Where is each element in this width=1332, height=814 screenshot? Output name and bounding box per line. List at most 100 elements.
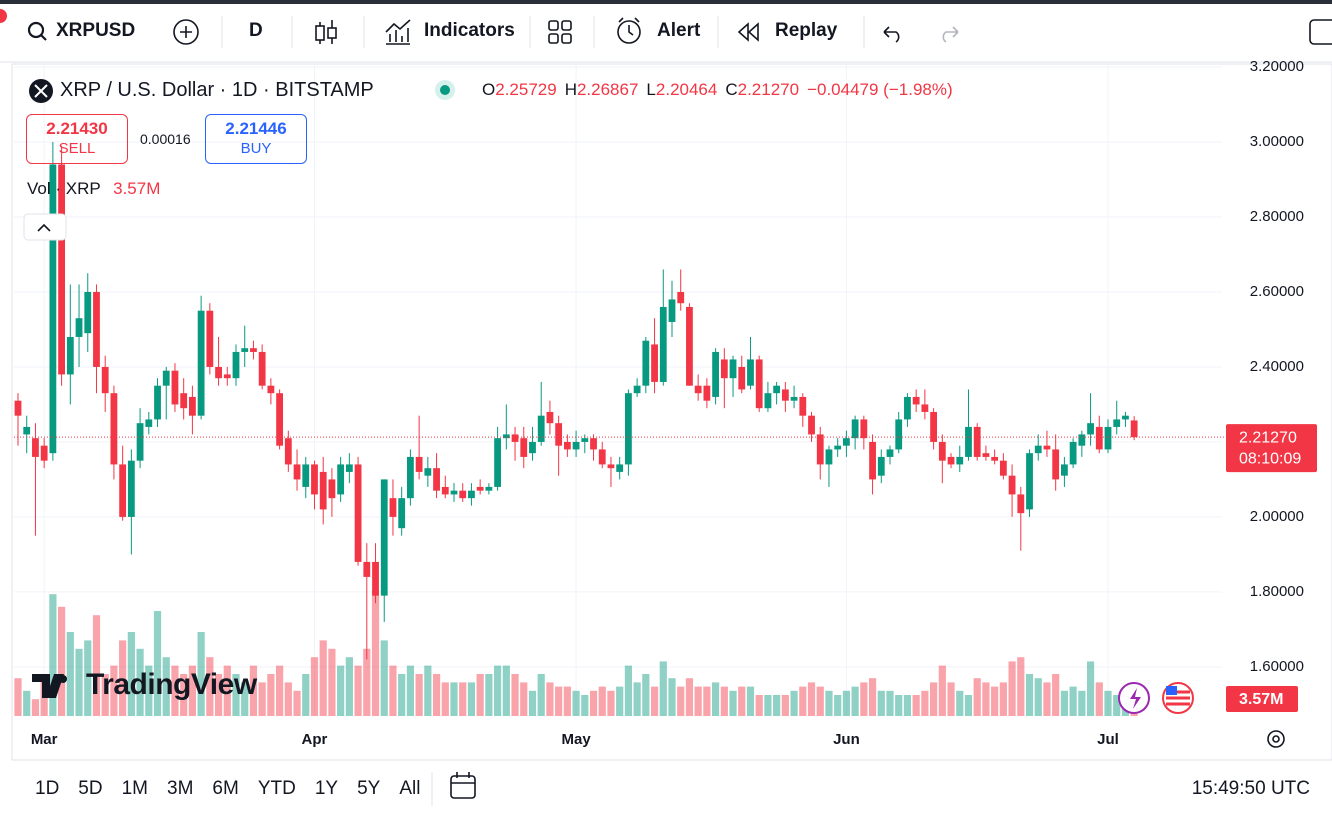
volume-bar [868, 678, 877, 716]
y-tick-label: 2.80000 [1250, 208, 1304, 225]
volume-bar [729, 690, 737, 716]
candle-body [651, 344, 658, 382]
volume-bar [581, 695, 589, 716]
buy-button[interactable]: 2.21446 BUY [205, 114, 307, 164]
search-icon [40, 34, 47, 41]
candle-body [284, 438, 292, 465]
fullscreen-icon[interactable] [1309, 19, 1332, 45]
replay-button[interactable]: Replay [775, 20, 838, 41]
range-button[interactable]: 6M [212, 778, 239, 799]
candle-body [476, 486, 484, 491]
candle-body [66, 336, 74, 375]
y-tick-label: 1.60000 [1250, 658, 1304, 675]
volume-bar [1017, 657, 1025, 716]
range-button[interactable]: 1M [121, 778, 148, 799]
sell-button[interactable]: 2.21430 SELL [26, 114, 128, 164]
volume-bar [738, 686, 746, 716]
add-symbol-icon[interactable] [173, 19, 199, 45]
redo-icon[interactable] [942, 26, 959, 43]
candle-body [991, 456, 999, 461]
candle-body [921, 404, 929, 412]
clock: 15:49:50 UTC [1191, 778, 1310, 799]
volume-bar [188, 665, 196, 716]
indicators-button[interactable]: Indicators [424, 20, 515, 41]
candle-body [616, 464, 624, 472]
candle-body [136, 423, 144, 461]
search-icon[interactable] [27, 21, 45, 39]
date-range-icon [451, 772, 475, 784]
candle-body [1122, 415, 1129, 420]
candle-body [982, 453, 990, 457]
candle-body [293, 464, 301, 480]
candle-body [415, 456, 423, 472]
candle-body [625, 393, 632, 465]
candle-body [424, 468, 432, 476]
candle-body [703, 385, 711, 401]
volume-bar [432, 674, 441, 716]
volume-bar [720, 686, 728, 716]
candle-body [101, 366, 109, 394]
volume-bar [75, 648, 83, 716]
x-tick-label: May [561, 731, 591, 748]
candle-body [581, 438, 589, 442]
ohlc-value: 2.20464 [655, 80, 718, 99]
watermark-logo [32, 674, 64, 698]
watermark-logo [59, 675, 67, 683]
settings-icon[interactable] [1267, 730, 1285, 748]
date-range-icon[interactable] [450, 775, 476, 799]
candle-body [494, 438, 501, 487]
candle-body [537, 415, 545, 442]
volume-bar [982, 682, 990, 716]
x-tick-label: Jul [1097, 731, 1119, 748]
volume-bar [223, 665, 231, 716]
range-button[interactable]: 5Y [357, 778, 381, 799]
volume-bar [520, 682, 528, 716]
layouts-icon[interactable] [548, 20, 572, 44]
candle-body [276, 393, 283, 446]
volume-bar [284, 682, 292, 716]
volume-bar [746, 686, 755, 716]
volume-bar [598, 686, 606, 716]
candle-body [319, 471, 327, 510]
alert-icon[interactable] [617, 20, 641, 44]
candle-body [816, 434, 824, 465]
range-button[interactable]: YTD [257, 778, 296, 799]
volume-bar [415, 674, 423, 716]
volume-bar [276, 665, 284, 716]
volume-bar [886, 690, 894, 716]
range-button[interactable]: 3M [167, 778, 194, 799]
symbol-search[interactable]: XRPUSD [56, 20, 136, 41]
volume-bar [145, 665, 153, 716]
range-bar: 1D 5D 1M 3M 6M YTD 1Y 5Y All [35, 778, 439, 800]
candle-body [764, 393, 772, 409]
volume-bar [258, 682, 266, 716]
ohlc-value: 2.25729 [495, 80, 557, 99]
undo-icon[interactable] [883, 26, 900, 43]
interval-button[interactable]: D [249, 20, 263, 41]
x-tick-label: Jun [833, 731, 860, 748]
ohlc-key: O [482, 80, 496, 99]
range-button[interactable]: 5D [78, 778, 103, 799]
alert-button[interactable]: Alert [657, 20, 701, 41]
volume-bar [921, 690, 929, 716]
volume-bar [1104, 690, 1112, 716]
symbol-title: XRP / U.S. Dollar · 1D · BITSTAMP [60, 79, 374, 101]
candle-body [781, 389, 789, 401]
range-button[interactable]: 1D [35, 778, 60, 799]
volume-bar [624, 665, 632, 716]
range-button[interactable]: All [399, 778, 421, 799]
replay-icon[interactable] [737, 22, 759, 42]
candle-body [145, 419, 153, 427]
candle-body [677, 291, 685, 304]
candle-body [485, 486, 493, 491]
volume-bar [895, 695, 903, 716]
candle-body [808, 415, 815, 435]
volume-bar [572, 690, 580, 716]
candle-body [843, 438, 850, 446]
candle-body [398, 498, 406, 529]
volume-bar [110, 665, 118, 716]
indicators-icon[interactable] [385, 19, 411, 45]
range-button[interactable]: 1Y [314, 778, 339, 799]
